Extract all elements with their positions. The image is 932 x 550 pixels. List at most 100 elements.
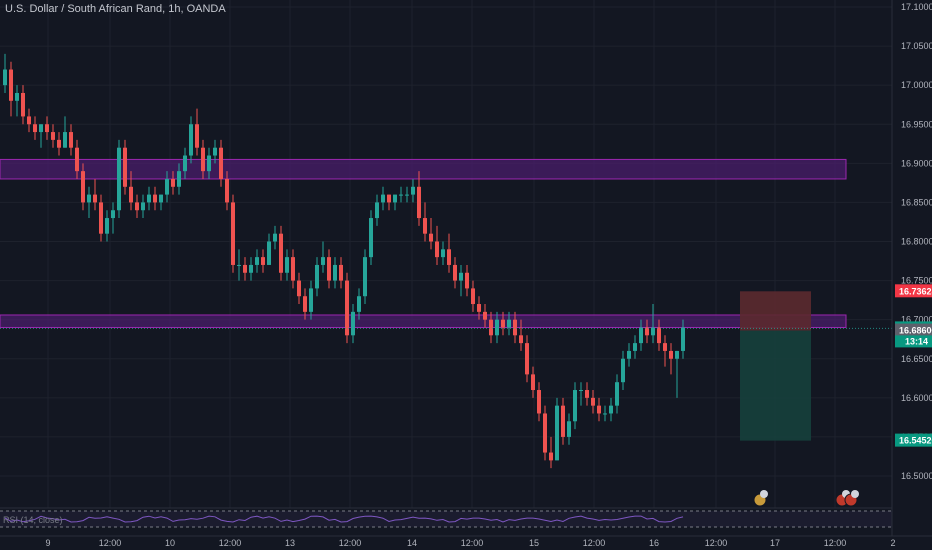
price-tick-label: 16.65000 (901, 354, 932, 364)
price-axis[interactable]: 17.10000 17.05000 17.00000 16.95000 16.90000… (895, 2, 932, 481)
event-count-icon (760, 490, 768, 498)
candle-body (9, 69, 13, 101)
candle-body (537, 390, 541, 414)
candle-body (375, 202, 379, 219)
candle-body (291, 257, 295, 281)
candle-body (99, 202, 103, 234)
rsi-band (0, 511, 892, 527)
candle-body (543, 413, 547, 453)
time-axis[interactable]: 9 12:00 10 12:00 13 12:00 14 12:00 15 12:00 16 12:0… (45, 538, 895, 548)
candle-body (159, 194, 163, 203)
event-markers[interactable] (753, 490, 859, 507)
candle-body (663, 343, 667, 351)
price-tick-label: 16.95000 (901, 119, 932, 129)
candle-body (135, 202, 139, 211)
time-tick-label: 15 (529, 538, 539, 548)
candle-body (429, 233, 433, 242)
target-level-badge-label: 16.54526 (899, 436, 932, 446)
candle-body (483, 311, 487, 320)
price-tick-label: 16.60000 (901, 393, 932, 403)
candle-body (669, 350, 673, 359)
candle-body (609, 405, 613, 414)
candle-body (351, 311, 355, 336)
candle-body (201, 147, 205, 172)
candle-body (39, 124, 43, 133)
candle-body (309, 288, 313, 312)
candle-body (297, 280, 301, 297)
price-tick-label: 16.85000 (901, 197, 932, 207)
rsi-line (4, 515, 684, 523)
candle-body (627, 350, 631, 359)
target-level-badge[interactable] (895, 433, 932, 447)
candles (3, 53, 685, 469)
stop-level-badge-label: 16.73628 (899, 286, 932, 296)
time-tick-label: 12:00 (705, 538, 728, 548)
candle-body (399, 194, 403, 196)
candle-body (81, 171, 85, 203)
candle-body (585, 390, 589, 398)
time-tick-label: 13 (285, 538, 295, 548)
zone-support (0, 314, 847, 328)
time-tick-label: 12:00 (339, 538, 362, 548)
candle-body (321, 257, 325, 265)
candle-body (591, 397, 595, 406)
candle-body (339, 264, 343, 281)
candle-body (567, 421, 571, 437)
candle-body (111, 210, 115, 219)
candle-body (549, 452, 553, 461)
countdown-badge (895, 335, 932, 348)
candle-body (45, 124, 49, 133)
candle-body (63, 132, 67, 148)
candle-body (21, 92, 25, 117)
candle-body (381, 194, 385, 203)
candle-body (555, 405, 559, 461)
candle-body (51, 132, 55, 140)
price-tick-label: 16.50000 (901, 471, 932, 481)
time-tick-label: 17 (770, 538, 780, 548)
zone-resistance (0, 158, 847, 180)
price-tick-label: 16.75000 (901, 276, 932, 286)
candle-body (675, 350, 679, 359)
candle-body (345, 280, 349, 336)
candle-body (225, 178, 229, 203)
candle-body (27, 116, 31, 125)
symbol-title: U.S. Dollar / South African Rand, 1h, OA… (5, 3, 226, 15)
candle-body (495, 319, 499, 336)
candle-body (285, 257, 289, 273)
candle-body (363, 257, 367, 297)
time-tick-label: 12:00 (461, 538, 484, 548)
stop-level-badge[interactable] (895, 284, 932, 298)
candle-body (597, 405, 601, 414)
time-tick-label: 12:00 (219, 538, 242, 548)
candle-body (303, 296, 307, 312)
candle-body (129, 186, 133, 203)
candle-body (621, 358, 625, 383)
candle-body (615, 382, 619, 406)
stop-loss-zone (740, 291, 811, 331)
candle-body (681, 327, 685, 351)
time-tick-label: 9 (45, 538, 50, 548)
candle-body (471, 288, 475, 305)
candle-body (69, 132, 73, 148)
candle-body (177, 171, 181, 187)
candle-body (207, 155, 211, 172)
candle-body (183, 155, 187, 172)
candle-body (417, 186, 421, 219)
candle-body (501, 319, 505, 328)
candle-body (513, 319, 517, 336)
candle-body (315, 264, 319, 289)
entry-level-badge[interactable] (895, 323, 932, 337)
time-tick-label: 2 (890, 538, 895, 548)
candle-body (327, 257, 331, 281)
countdown-label: 13:14 (905, 336, 928, 346)
candle-body (219, 147, 223, 179)
price-tick-label: 17.00000 (901, 80, 932, 90)
candle-body (213, 147, 217, 156)
time-tick-label: 12:00 (99, 538, 122, 548)
zone-layer (0, 158, 847, 328)
position-tool[interactable] (740, 291, 811, 441)
candle-body (435, 241, 439, 258)
time-tick-label: 12:00 (824, 538, 847, 548)
candle-body (117, 147, 121, 211)
